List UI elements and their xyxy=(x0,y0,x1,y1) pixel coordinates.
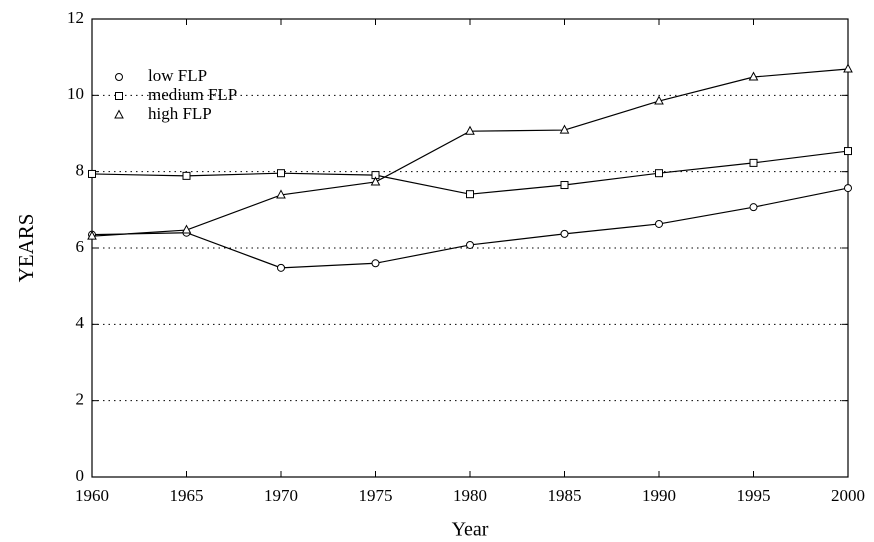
y-tick-label: 4 xyxy=(76,313,85,332)
legend-marker xyxy=(115,73,123,81)
marker xyxy=(655,219,663,228)
series-line xyxy=(91,150,849,195)
x-tick-label: 1980 xyxy=(453,486,487,505)
x-axis-label: Year xyxy=(452,519,489,541)
marker xyxy=(748,71,759,81)
marker xyxy=(277,263,285,272)
legend-marker xyxy=(114,109,124,119)
marker xyxy=(749,158,758,167)
x-tick-label: 1990 xyxy=(642,486,676,505)
marker xyxy=(465,125,475,135)
marker xyxy=(182,171,191,180)
x-tick-label: 1995 xyxy=(737,486,771,505)
y-tick-label: 8 xyxy=(76,161,85,180)
legend-marker xyxy=(115,92,123,100)
marker xyxy=(843,63,853,73)
y-tick-label: 10 xyxy=(67,84,84,103)
marker xyxy=(371,259,380,268)
marker xyxy=(655,169,663,178)
y-tick-label: 12 xyxy=(67,8,84,27)
marker xyxy=(88,169,96,178)
marker xyxy=(277,169,285,178)
marker xyxy=(466,190,474,199)
series-line xyxy=(91,187,849,269)
x-tick-label: 2000 xyxy=(831,486,865,505)
y-tick-label: 2 xyxy=(76,390,85,409)
x-tick-label: 1975 xyxy=(359,486,393,505)
marker xyxy=(844,147,852,156)
y-tick-label: 0 xyxy=(76,466,85,485)
marker xyxy=(87,230,97,240)
marker xyxy=(559,124,570,134)
x-tick-label: 1960 xyxy=(75,486,109,505)
legend-label: medium FLP xyxy=(148,85,237,104)
x-tick-label: 1970 xyxy=(264,486,298,505)
marker xyxy=(844,184,852,193)
x-tick-label: 1985 xyxy=(548,486,582,505)
marker xyxy=(181,224,192,234)
legend-label: low FLP xyxy=(148,66,207,85)
plot-frame xyxy=(91,18,849,478)
marker xyxy=(560,181,569,190)
y-tick-label: 6 xyxy=(76,237,85,256)
y-axis-label: YEARS xyxy=(14,214,38,283)
x-tick-label: 1965 xyxy=(170,486,204,505)
marker xyxy=(276,189,286,199)
marker xyxy=(560,229,569,238)
marker xyxy=(749,203,758,212)
legend-label: high FLP xyxy=(148,104,212,123)
marker xyxy=(370,176,381,186)
marker xyxy=(466,240,474,249)
marker xyxy=(654,95,664,105)
